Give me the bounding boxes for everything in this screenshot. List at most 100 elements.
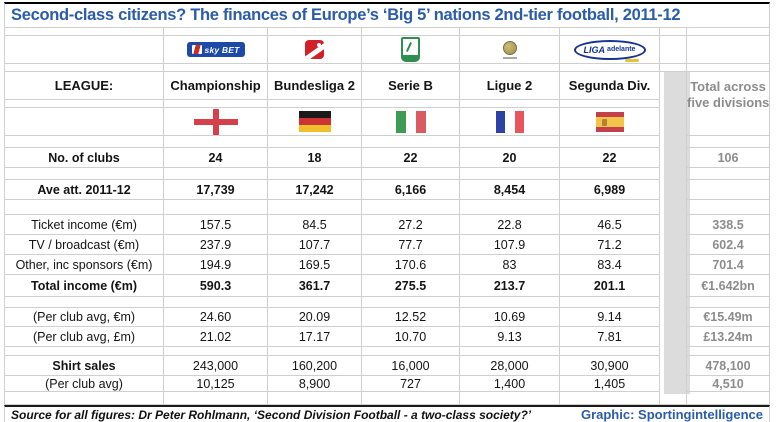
empty-cell <box>164 297 268 308</box>
cell-value: 84.5 <box>268 215 362 235</box>
flags-row <box>4 108 770 136</box>
cell-value: 21.02 <box>164 327 268 347</box>
row-total: £13.24m <box>686 327 770 347</box>
empty-cell <box>560 200 660 215</box>
empty-cell <box>686 108 770 136</box>
separator-cell <box>660 200 686 215</box>
cell-value: 18 <box>268 148 362 168</box>
empty-cell <box>686 347 770 356</box>
empty-cell <box>268 100 362 108</box>
row-label: Total income (€m) <box>4 275 164 297</box>
empty-cell <box>660 36 686 64</box>
spain-flag-icon <box>595 111 624 132</box>
separator-cell <box>660 100 686 108</box>
empty-cell <box>460 64 560 72</box>
serie-b-logo-cell <box>362 36 460 64</box>
table-row: Ticket income (€m) 157.5 84.5 27.2 22.8 46.5 3… <box>4 215 770 235</box>
cell-value: 17,242 <box>268 180 362 200</box>
italy-flag-cell <box>362 108 460 136</box>
liga-adelante-logo-icon: LIGA adelante <box>573 39 646 62</box>
empty-cell <box>268 168 362 180</box>
cell-value: 12.52 <box>362 308 460 327</box>
empty-cell <box>560 28 660 36</box>
cell-value: 7.81 <box>560 327 660 347</box>
separator-cell <box>660 275 686 297</box>
empty-cell <box>4 168 164 180</box>
liga-adelante-logo-cell: LIGA adelante <box>560 36 660 64</box>
cell-value: 243,000 <box>164 356 268 376</box>
spacer-row <box>4 64 770 72</box>
empty-cell <box>686 297 770 308</box>
spacer-row <box>4 136 770 148</box>
table-row: TV / broadcast (€m) 237.9 107.7 77.7 107.9 71… <box>4 235 770 255</box>
footer-cell: Source for all figures: Dr Peter Rohlman… <box>4 405 770 422</box>
spacer-row <box>4 297 770 308</box>
totals-header-line2: five divisions <box>687 95 770 110</box>
ligue-2-logo-icon <box>502 40 517 59</box>
cell-value: 157.5 <box>164 215 268 235</box>
empty-cell <box>164 28 268 36</box>
cell-value: 9.14 <box>560 308 660 327</box>
empty-cell <box>268 28 362 36</box>
sky-bet-flash-icon <box>191 45 202 54</box>
row-total <box>686 180 770 200</box>
empty-cell <box>460 100 560 108</box>
cell-value: 20.09 <box>268 308 362 327</box>
totals-header-cell: Total across five divisions <box>686 72 770 110</box>
league-names-row: LEAGUE: Championship Bundesliga 2 Serie … <box>4 72 770 110</box>
row-label: (Per club avg) <box>4 376 164 392</box>
separator-cell <box>660 392 686 405</box>
empty-cell <box>268 297 362 308</box>
bundesliga2-logo-cell <box>268 36 362 64</box>
cell-value: 10,125 <box>164 376 268 392</box>
spacer-row <box>4 200 770 215</box>
empty-cell <box>362 392 460 405</box>
row-label: Shirt sales <box>4 356 164 376</box>
empty-cell <box>4 297 164 308</box>
empty-cell <box>362 100 460 108</box>
empty-cell <box>268 200 362 215</box>
empty-cell <box>4 392 164 405</box>
table-row: Other, inc sponsors (€m) 194.9 169.5 170.6 8… <box>4 255 770 275</box>
league-label: LEAGUE: <box>4 72 164 100</box>
cell-value: 22 <box>560 148 660 168</box>
empty-cell <box>560 168 660 180</box>
cell-value: 22 <box>362 148 460 168</box>
empty-cell <box>4 100 164 108</box>
row-total: 602.4 <box>686 235 770 255</box>
empty-cell <box>362 64 460 72</box>
cell-value: 27.2 <box>362 215 460 235</box>
ligue-2-wordmark-icon <box>502 56 517 59</box>
empty-cell <box>460 28 560 36</box>
empty-cell <box>686 168 770 180</box>
empty-cell <box>4 28 164 36</box>
liga-adelante-main-text: LIGA <box>583 44 606 55</box>
page-title: Second-class citizens? The finances of E… <box>4 2 770 28</box>
row-label: TV / broadcast (€m) <box>4 235 164 255</box>
cell-value: 30,900 <box>560 356 660 376</box>
france-flag-icon <box>495 110 524 133</box>
empty-cell <box>4 136 164 148</box>
row-total: €15.49m <box>686 308 770 327</box>
empty-cell <box>660 28 686 36</box>
cell-value: 194.9 <box>164 255 268 275</box>
league-name-serie-b: Serie B <box>362 72 460 100</box>
cell-value: 10.69 <box>460 308 560 327</box>
source-text: Source for all figures: Dr Peter Rohlman… <box>11 407 532 422</box>
cell-value: 213.7 <box>460 275 560 297</box>
league-name-bundesliga2: Bundesliga 2 <box>268 72 362 100</box>
cell-value: 24.60 <box>164 308 268 327</box>
ligue-2-ball-icon <box>502 40 517 55</box>
empty-cell <box>686 64 770 72</box>
cell-value: 170.6 <box>362 255 460 275</box>
empty-cell <box>686 28 770 36</box>
separator-cell <box>660 168 686 180</box>
bundesliga-2-logo-icon <box>305 40 324 59</box>
empty-cell <box>362 168 460 180</box>
empty-cell <box>560 392 660 405</box>
totals-separator-band <box>664 72 690 394</box>
separator-cell <box>660 180 686 200</box>
cell-value: 6,989 <box>560 180 660 200</box>
spacer-row <box>4 347 770 356</box>
row-label: (Per club avg, £m) <box>4 327 164 347</box>
